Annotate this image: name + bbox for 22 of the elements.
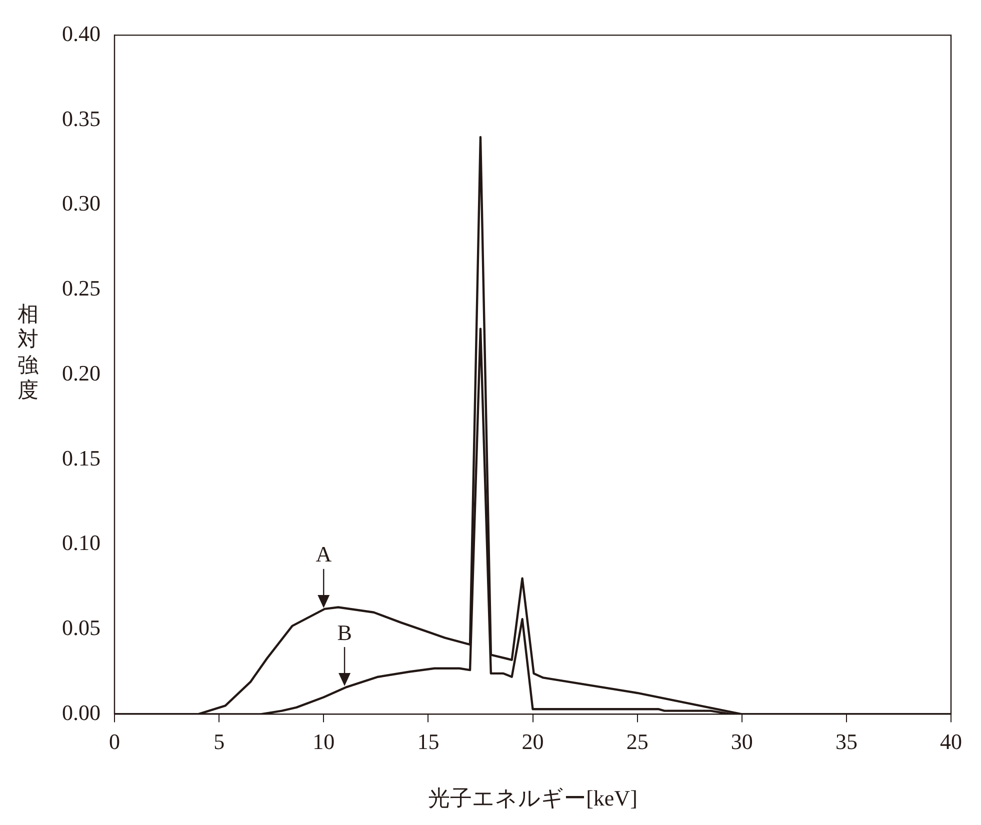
x-tick-label: 20 (522, 729, 544, 754)
x-tick-label: 30 (730, 729, 753, 754)
y-tick-label: 0.30 (62, 190, 100, 216)
y-tick-label: 0.10 (62, 530, 100, 556)
x-tick-label: 10 (312, 729, 335, 754)
annotation: B (337, 620, 352, 645)
y-tick-label: 0.20 (62, 360, 100, 386)
x-axis-title: 光子エネルギー[keV] (428, 786, 638, 811)
y-tick-label: 0.25 (62, 276, 100, 301)
x-tick-label: 15 (417, 729, 440, 754)
y-tick-label: 0.05 (62, 615, 100, 640)
x-tick-label: 35 (835, 729, 858, 754)
x-tick-label: 0 (109, 729, 120, 754)
y-tick-label: 0.00 (62, 700, 100, 725)
y-axis-title: 相対強度 (17, 302, 39, 403)
y-tick-label: 0.40 (62, 20, 100, 46)
annotation: A (316, 542, 332, 567)
y-tick-label: 0.35 (62, 106, 100, 131)
x-tick-label: 40 (940, 729, 962, 754)
y-tick-label: 0.15 (62, 445, 100, 470)
x-tick-label: 25 (626, 729, 648, 754)
x-tick-label: 5 (214, 729, 225, 754)
